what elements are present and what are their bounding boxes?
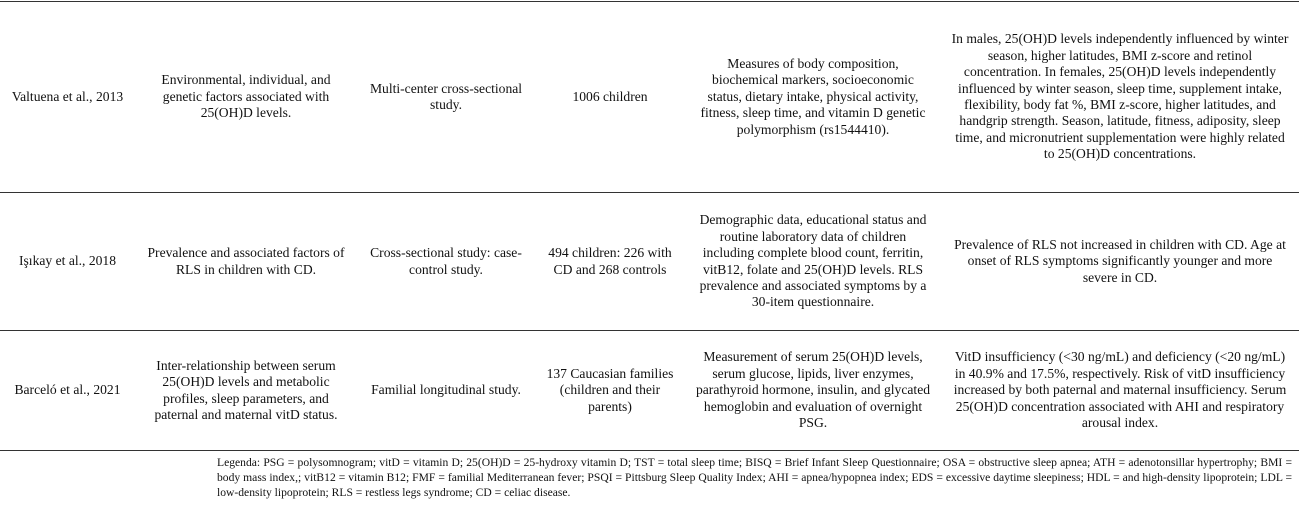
study-table: Valtuena et al., 2013 Environmental, indi… <box>0 1 1299 451</box>
findings-cell: In males, 25(OH)D levels independently i… <box>941 1 1299 193</box>
design-cell: Cross-sectional study: case-control stud… <box>357 192 535 331</box>
table-row: Valtuena et al., 2013 Environmental, indi… <box>0 1 1299 193</box>
sample-cell: 1006 children <box>535 1 685 193</box>
sample-cell: 494 children: 226 with CD and 268 contro… <box>535 192 685 331</box>
design-cell: Familial longitudinal study. <box>357 330 535 451</box>
aim-cell: Environmental, individual, and genetic f… <box>135 1 357 193</box>
sample-cell: 137 Caucasian families (children and the… <box>535 330 685 451</box>
study-cell: Valtuena et al., 2013 <box>0 1 135 193</box>
legend: Legenda: PSG = polysomnogram; vitD = vit… <box>217 456 1292 499</box>
measures-cell: Measurement of serum 25(OH)D levels, ser… <box>685 330 941 451</box>
study-cell: Barceló et al., 2021 <box>0 330 135 451</box>
aim-cell: Inter-relationship between serum 25(OH)D… <box>135 330 357 451</box>
design-cell: Multi-center cross-sectional study. <box>357 1 535 193</box>
aim-cell: Prevalence and associated factors of RLS… <box>135 192 357 331</box>
measures-cell: Demographic data, educational status and… <box>685 192 941 331</box>
findings-cell: VitD insufficiency (<30 ng/mL) and defic… <box>941 330 1299 451</box>
table-body: Valtuena et al., 2013 Environmental, indi… <box>0 1 1299 451</box>
table-row: Işıkay et al., 2018 Prevalence and associ… <box>0 192 1299 331</box>
findings-cell: Prevalence of RLS not increased in child… <box>941 192 1299 331</box>
measures-cell: Measures of body composition, biochemica… <box>685 1 941 193</box>
table-row: Barceló et al., 2021 Inter-relationship b… <box>0 330 1299 451</box>
study-cell: Işıkay et al., 2018 <box>0 192 135 331</box>
